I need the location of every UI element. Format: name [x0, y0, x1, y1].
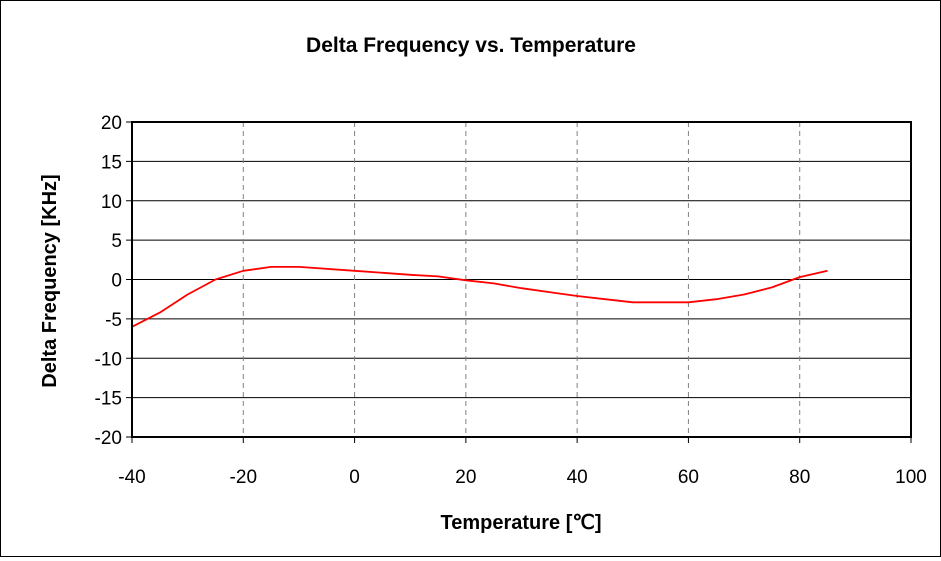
- chart-title: Delta Frequency vs. Temperature: [306, 34, 636, 57]
- y-tick-label: 15: [101, 152, 122, 173]
- y-tick-label: -5: [105, 310, 122, 331]
- grid-lines: [132, 122, 911, 437]
- y-tick-label: 20: [101, 113, 122, 134]
- x-tick-label: -40: [118, 467, 145, 488]
- x-tick-label: 0: [349, 467, 360, 488]
- y-tick-label: 5: [111, 231, 122, 252]
- y-tick-label: -10: [95, 349, 122, 370]
- x-tick-label: 80: [789, 467, 810, 488]
- y-tick-label: -15: [95, 389, 122, 410]
- y-tick-label: -20: [95, 428, 122, 449]
- y-tick-label: 10: [101, 192, 122, 213]
- x-tick-label: 20: [455, 467, 476, 488]
- x-tick-labels: -40 -20 0 20 40 60 80 100: [118, 437, 927, 488]
- series-line: [131, 265, 828, 328]
- x-tick-label: 40: [567, 467, 588, 488]
- y-tick-labels: 20 15 10 5 0 -5 -10 -15 -20: [95, 113, 132, 449]
- series-layer: [131, 265, 828, 328]
- x-axis-title: Temperature [℃]: [440, 512, 601, 534]
- y-tick-label: 0: [111, 271, 122, 292]
- x-tick-label: 60: [678, 467, 699, 488]
- x-tick-label: 100: [895, 467, 927, 488]
- x-tick-label: -20: [230, 467, 257, 488]
- y-axis-title: Delta Frequency [KHz]: [39, 174, 61, 387]
